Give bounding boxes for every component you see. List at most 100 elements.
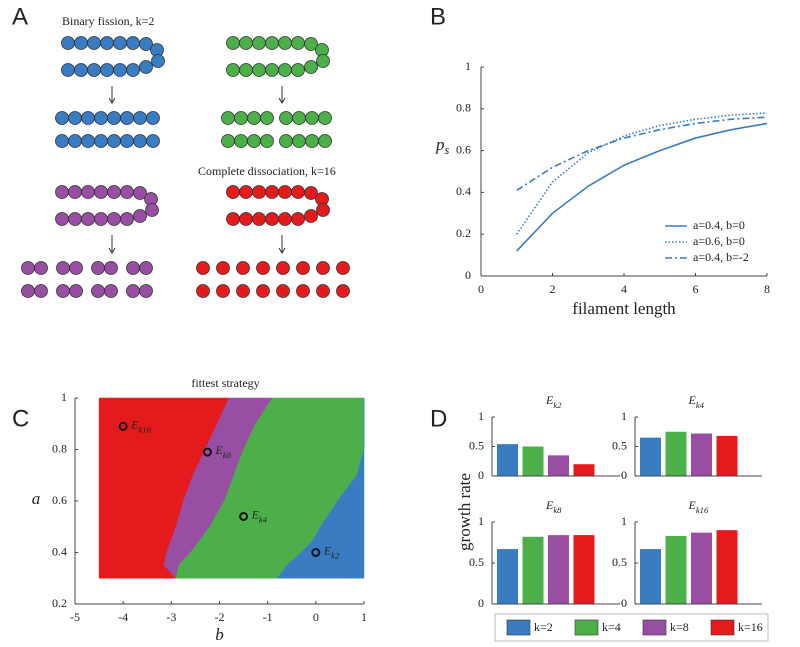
cell <box>94 212 108 226</box>
cell <box>87 63 101 77</box>
cell <box>252 185 266 199</box>
x-tick-label: -3 <box>166 610 176 624</box>
bar <box>716 435 738 476</box>
cell <box>107 185 121 199</box>
legend-swatch <box>710 619 735 636</box>
cell <box>94 134 108 148</box>
cell <box>252 63 266 77</box>
cell <box>236 261 250 275</box>
x-tick-label: 2 <box>550 282 556 296</box>
cell <box>256 261 270 275</box>
cell <box>21 284 35 298</box>
cell <box>291 63 305 77</box>
cell <box>68 185 82 199</box>
cell <box>120 212 134 226</box>
cell <box>87 36 101 50</box>
cell <box>265 185 279 199</box>
cell <box>56 284 70 298</box>
subplot-title-main: E <box>545 393 554 407</box>
point-label-sub: k2 <box>331 550 340 560</box>
legend-label: k=8 <box>670 620 689 634</box>
cell <box>56 261 70 275</box>
bar <box>522 446 544 476</box>
legend-label: k=4 <box>602 620 621 634</box>
cell <box>133 134 147 148</box>
point-label: Ek4 <box>251 507 268 524</box>
arrow-head <box>278 97 286 104</box>
cell <box>61 63 75 77</box>
annotation: Complete dissociation, k=16 <box>198 164 336 178</box>
x-tick-label: 0 <box>478 282 484 296</box>
legend-swatch <box>506 619 531 636</box>
chart-title: fittest strategy <box>191 376 259 390</box>
legend-label: a=0.6, b=0 <box>693 234 745 248</box>
cell <box>279 111 293 125</box>
cell <box>221 134 235 148</box>
cell <box>55 134 69 148</box>
cell <box>81 185 95 199</box>
subplot-title-sub: k8 <box>553 505 562 515</box>
cell <box>276 261 290 275</box>
arrow-head <box>108 97 116 104</box>
point-label-main: E <box>214 443 223 457</box>
point-label-sub: k16 <box>139 424 152 434</box>
cell <box>260 111 274 125</box>
subplot-title: Ek2 <box>545 393 562 410</box>
cell <box>68 134 82 148</box>
y-tick-label: 0.6 <box>456 142 471 156</box>
x-tick-label: 6 <box>693 282 699 296</box>
cell <box>81 212 95 226</box>
cell <box>292 111 306 125</box>
cell <box>196 261 210 275</box>
cell <box>278 212 292 226</box>
cell <box>260 134 274 148</box>
legend-swatch <box>642 619 667 636</box>
cell <box>316 284 330 298</box>
y-axis-label-main: p <box>435 135 445 154</box>
cell <box>107 134 121 148</box>
panel-label: A <box>12 3 28 30</box>
cell <box>107 111 121 125</box>
cell <box>139 261 153 275</box>
cell <box>113 63 127 77</box>
x-axis-label: filament length <box>572 299 676 318</box>
y-axis-label-sub: s <box>445 143 450 157</box>
y-tick-label: 1 <box>478 514 484 528</box>
cell <box>34 261 48 275</box>
cell <box>239 212 253 226</box>
cell <box>239 185 253 199</box>
y-axis-label: a <box>32 489 41 508</box>
y-tick-label: 0.5 <box>469 555 484 569</box>
point <box>118 421 128 431</box>
bar <box>665 431 687 476</box>
cell <box>278 63 292 77</box>
cell <box>61 36 75 50</box>
point-label: Ek8 <box>214 443 231 460</box>
cell <box>247 111 261 125</box>
cell <box>304 186 318 200</box>
cell <box>292 134 306 148</box>
subplot-title: Ek4 <box>688 393 705 410</box>
x-tick-label: 0 <box>313 610 319 624</box>
cell <box>94 111 108 125</box>
point-label-main: E <box>323 543 332 557</box>
cell <box>68 111 82 125</box>
cell <box>146 134 160 148</box>
bar <box>665 535 687 604</box>
cell <box>68 212 82 226</box>
cell <box>226 185 240 199</box>
point-label: Ek2 <box>323 543 340 560</box>
cell <box>133 186 147 200</box>
cell <box>100 36 114 50</box>
cell <box>265 63 279 77</box>
y-tick-label: 1 <box>478 409 484 423</box>
x-tick-label: -5 <box>70 610 80 624</box>
cell <box>139 37 153 51</box>
cell <box>120 185 134 199</box>
cell <box>34 284 48 298</box>
cell <box>252 36 266 50</box>
bar <box>691 433 712 476</box>
cell <box>239 63 253 77</box>
y-tick-label: 0.8 <box>52 441 67 455</box>
